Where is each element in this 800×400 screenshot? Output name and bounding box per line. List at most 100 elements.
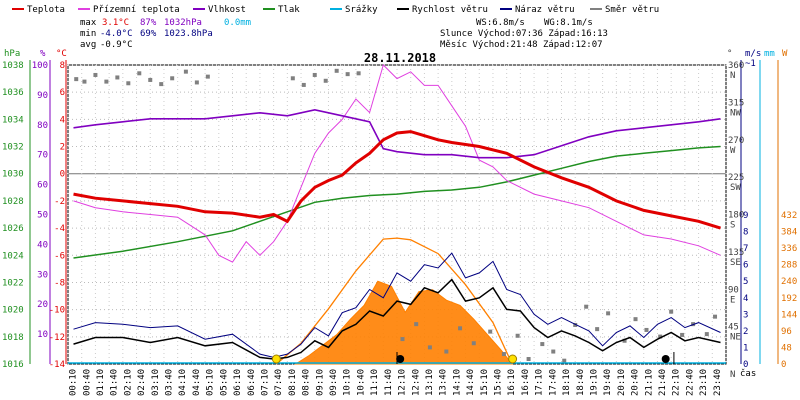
- stat-sun: Slunce Východ:07:36 Západ:16:13: [440, 29, 608, 39]
- x-tick-label: 01:10: [96, 369, 106, 396]
- stat-min-label: min: [80, 29, 96, 39]
- tick-label-hpa: 1020: [2, 306, 24, 316]
- tick-label-celsius: 6: [60, 88, 65, 98]
- tick-label-compass: S: [730, 221, 735, 231]
- tick-label-w: 0: [781, 360, 786, 370]
- direction-point: [148, 77, 153, 82]
- axis-title-w: W: [782, 49, 788, 59]
- x-tick-label: 22:40: [685, 369, 695, 396]
- direction-point: [680, 332, 685, 337]
- x-tick-label: 04:40: [192, 369, 202, 396]
- tick-label-percent: 100: [32, 61, 48, 71]
- tick-label-percent: 80: [37, 121, 48, 131]
- x-tick-label: 12:40: [411, 369, 421, 396]
- tick-label-hpa: 1018: [2, 333, 24, 343]
- tick-label-w: 336: [781, 244, 797, 254]
- x-tick-label: 11:10: [370, 369, 380, 396]
- direction-point: [137, 71, 142, 76]
- tick-label-compass: NW: [730, 108, 741, 118]
- tick-label-direction: 135: [728, 248, 744, 258]
- x-tick-label: 23:10: [699, 369, 709, 396]
- x-tick-label: 22:10: [672, 369, 682, 396]
- tick-label-ms: 9: [743, 211, 748, 221]
- tick-label-compass: N: [730, 370, 735, 380]
- x-tick-label: 16:40: [521, 369, 531, 396]
- tick-label-w: 48: [781, 343, 792, 353]
- x-tick-label: 10:10: [343, 369, 353, 396]
- tick-label-direction: 315: [728, 98, 744, 108]
- tick-label-ms: 5: [743, 277, 748, 287]
- axis-title-hpa: hPa: [4, 49, 20, 59]
- series-temperature: [73, 130, 721, 230]
- tick-label-w: 384: [781, 228, 797, 238]
- x-tick-label: 21:10: [644, 369, 654, 396]
- direction-point: [633, 317, 638, 322]
- x-tick-label: 19:40: [603, 369, 613, 396]
- direction-point: [301, 82, 306, 87]
- legend-label: Rychlost větru: [412, 5, 488, 15]
- direction-point: [540, 342, 545, 347]
- x-tick-label: 03:40: [165, 369, 175, 396]
- legend-label: Náraz větru: [515, 5, 575, 15]
- legend-label: Směr větru: [605, 5, 659, 15]
- tick-label-celsius: -10: [49, 306, 65, 316]
- direction-point: [334, 68, 339, 73]
- chart-title: 28.11.2018: [364, 51, 436, 65]
- direction-point: [93, 72, 98, 77]
- direction-point: [205, 74, 210, 79]
- direction-point: [644, 327, 649, 332]
- tick-label-direction: 180: [728, 211, 744, 221]
- x-tick-label: 23:40: [713, 369, 723, 396]
- x-tick-label: 17:40: [548, 369, 558, 396]
- x-tick-label: 08:10: [288, 369, 298, 396]
- tick-label-direction: 45: [728, 323, 739, 333]
- direction-point: [104, 79, 109, 84]
- x-tick-label: 03:10: [151, 369, 161, 396]
- x-tick-label: 09:40: [329, 369, 339, 396]
- tick-label-celsius: -8: [54, 278, 65, 288]
- tick-label-hpa: 1032: [2, 143, 24, 153]
- tick-label-w: 96: [781, 327, 792, 337]
- x-tick-label: 16:10: [507, 369, 517, 396]
- sunset-marker: [508, 354, 518, 364]
- direction-point: [573, 322, 578, 327]
- x-tick-label: 14:10: [452, 369, 462, 396]
- stats-block: max 3.1°C 87% 1032hPa 0.0mm min -4.0°C 69% 1023.…: [80, 18, 608, 50]
- tick-label-celsius: 2: [60, 143, 65, 153]
- tick-label-hpa: 1026: [2, 224, 24, 234]
- direction-point: [427, 345, 432, 350]
- direction-point: [606, 311, 611, 316]
- stat-avg-label: avg: [80, 40, 96, 50]
- x-tick-label: 09:10: [315, 369, 325, 396]
- x-axis: 00:10 00:40 01:10 01:40 02:10 02:40 03:10 03:40…: [69, 368, 757, 396]
- tick-label-w: 240: [781, 277, 797, 287]
- direction-point: [159, 82, 164, 87]
- tick-label-ms: 4: [743, 294, 748, 304]
- tick-label-percent: 20: [37, 300, 48, 310]
- tick-label-percent: 90: [37, 91, 48, 101]
- direction-point: [622, 338, 627, 343]
- right-axes: ° m/s mm W~1N45NE90E135SE180S225SW270W315NW…: [727, 49, 797, 380]
- x-tick-label: 02:40: [137, 369, 147, 396]
- tick-label-w: 288: [781, 261, 797, 271]
- direction-point: [669, 309, 674, 314]
- x-tick-label: 18:40: [576, 369, 586, 396]
- direction-point: [345, 72, 350, 77]
- direction-point: [194, 80, 199, 85]
- x-tick-label: 12:10: [398, 369, 408, 396]
- moonrise-marker: [661, 355, 670, 363]
- legend-label: Teplota: [27, 5, 65, 15]
- x-tick-label: 11:40: [384, 369, 394, 396]
- x-tick-label: 19:10: [589, 369, 599, 396]
- tick-label-compass: SE: [730, 258, 741, 268]
- direction-point: [458, 326, 463, 331]
- legend-label: Přízemní teplota: [93, 5, 180, 15]
- tick-label-ms: 0: [743, 360, 748, 370]
- tick-label-direction: 360: [728, 61, 744, 71]
- x-tick-label: 02:10: [123, 369, 133, 396]
- x-tick-label: 10:40: [356, 369, 366, 396]
- stat-wg: WG:8.1m/s: [544, 18, 593, 28]
- direction-point: [562, 358, 567, 363]
- direction-point: [312, 72, 317, 77]
- stat-min-hum: 69%: [140, 29, 157, 39]
